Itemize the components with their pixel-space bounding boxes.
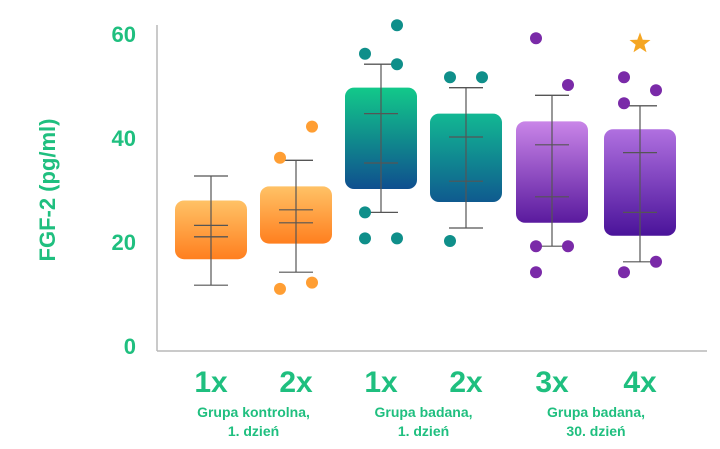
x-tick-label: 4x: [623, 366, 657, 399]
group-label-line: Grupa badana,: [374, 404, 472, 420]
group-label-line: 1. dzień: [398, 423, 449, 439]
box-2: [260, 120, 332, 295]
outlier-point: [650, 84, 662, 97]
outlier-point: [618, 71, 630, 84]
box-5: [516, 32, 588, 279]
outlier-point: [359, 47, 371, 60]
group-label-line: 1. dzień: [228, 423, 279, 439]
y-tick-label: 60: [112, 22, 136, 47]
box-6: [604, 32, 676, 279]
x-tick-label: 2x: [279, 366, 313, 399]
y-axis-label: FGF-2 (pg/ml): [35, 119, 60, 262]
star-icon: [629, 32, 651, 53]
outlier-point: [530, 266, 542, 279]
y-tick-label: 40: [112, 126, 136, 151]
outlier-point: [476, 71, 488, 84]
outlier-point: [391, 58, 403, 71]
outlier-point: [306, 120, 318, 133]
box-3: [345, 19, 417, 245]
outlier-point: [306, 276, 318, 289]
outlier-point: [274, 151, 286, 164]
outlier-point: [562, 240, 574, 253]
x-tick-label: 1x: [364, 366, 398, 399]
x-tick-labels: 1x 2x 1x 2x 3x 4x: [194, 366, 657, 399]
x-tick-label: 3x: [535, 366, 569, 399]
y-tick-label: 0: [124, 334, 136, 359]
group-label-line: 30. dzień: [566, 423, 625, 439]
group-label-line: Grupa badana,: [547, 404, 645, 420]
box-1: [175, 175, 247, 286]
outlier-point: [618, 97, 630, 110]
outlier-point: [444, 235, 456, 247]
outlier-point: [359, 232, 371, 245]
boxes-layer: [175, 19, 676, 295]
x-tick-label: 2x: [449, 366, 483, 399]
outlier-point: [274, 282, 286, 295]
x-tick-label: 1x: [194, 366, 228, 399]
outlier-point: [359, 206, 371, 219]
outlier-point: [562, 79, 574, 91]
y-axis-ticks: 0 20 40 60: [112, 22, 136, 359]
group-label-line: Grupa kontrolna,: [197, 404, 310, 420]
outlier-point: [444, 71, 456, 84]
outlier-point: [391, 19, 403, 32]
box-4: [430, 71, 502, 247]
outlier-point: [530, 32, 542, 45]
group-labels: Grupa kontrolna, 1. dzień Grupa badana, 1. …: [197, 404, 645, 439]
outlier-point: [618, 266, 630, 279]
outlier-point: [530, 240, 542, 253]
outlier-point: [391, 232, 403, 245]
outlier-point: [650, 255, 662, 268]
y-tick-label: 20: [112, 230, 136, 255]
